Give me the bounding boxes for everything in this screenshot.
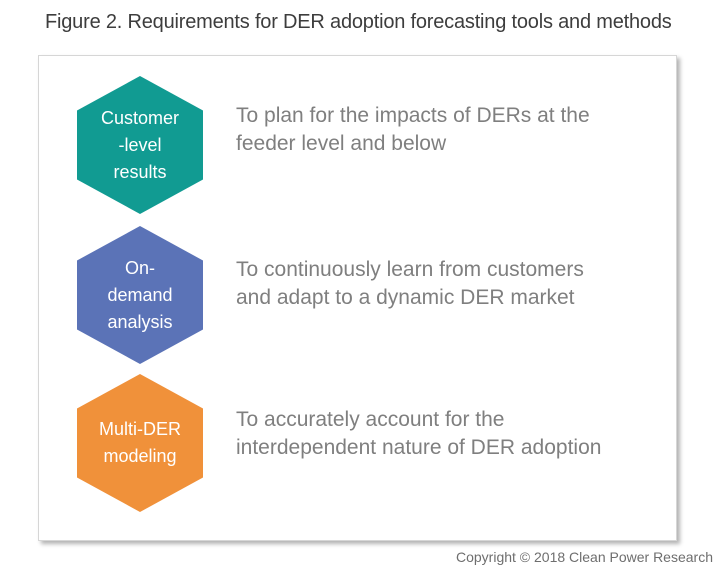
- hexagon-label-line: demand: [107, 284, 173, 305]
- hexagon-on-demand-analysis: On- demand analysis: [77, 226, 203, 364]
- figure-title: Figure 2. Requirements for DER adoption …: [45, 11, 672, 33]
- description-line: and adapt to a dynamic DER market: [236, 286, 575, 309]
- description-on-demand-analysis: To continuously learn from customers and…: [236, 256, 584, 312]
- hexagon-label-line: Multi-DER: [98, 419, 181, 439]
- description-line: feeder level and below: [236, 132, 447, 155]
- description-line: interdependent nature of DER adoption: [236, 436, 602, 459]
- hexagon-label-line: Customer: [100, 107, 180, 128]
- description-line: To plan for the impacts of DERs at the: [236, 104, 590, 127]
- hexagon-customer-level-results: Customer -level results: [77, 76, 203, 214]
- hexagon-label-line: analysis: [107, 311, 173, 332]
- description-customer-level-results: To plan for the impacts of DERs at the f…: [236, 102, 590, 158]
- hexagon-label-line: results: [113, 161, 167, 182]
- copyright-notice: Copyright © 2018 Clean Power Research: [455, 549, 713, 565]
- hexagon-label-line: modeling: [103, 446, 177, 466]
- hexagon-label-line: On-: [124, 257, 155, 278]
- description-line: To accurately account for the: [236, 408, 505, 431]
- content-panel: Customer -level results To plan for the …: [38, 55, 677, 541]
- description-multi-der-modeling: To accurately account for the interdepen…: [236, 406, 601, 462]
- hexagon-multi-der-modeling: Multi-DER modeling: [77, 374, 203, 512]
- description-line: To continuously learn from customers: [236, 258, 584, 281]
- hexagon-label-line: -level: [118, 134, 162, 155]
